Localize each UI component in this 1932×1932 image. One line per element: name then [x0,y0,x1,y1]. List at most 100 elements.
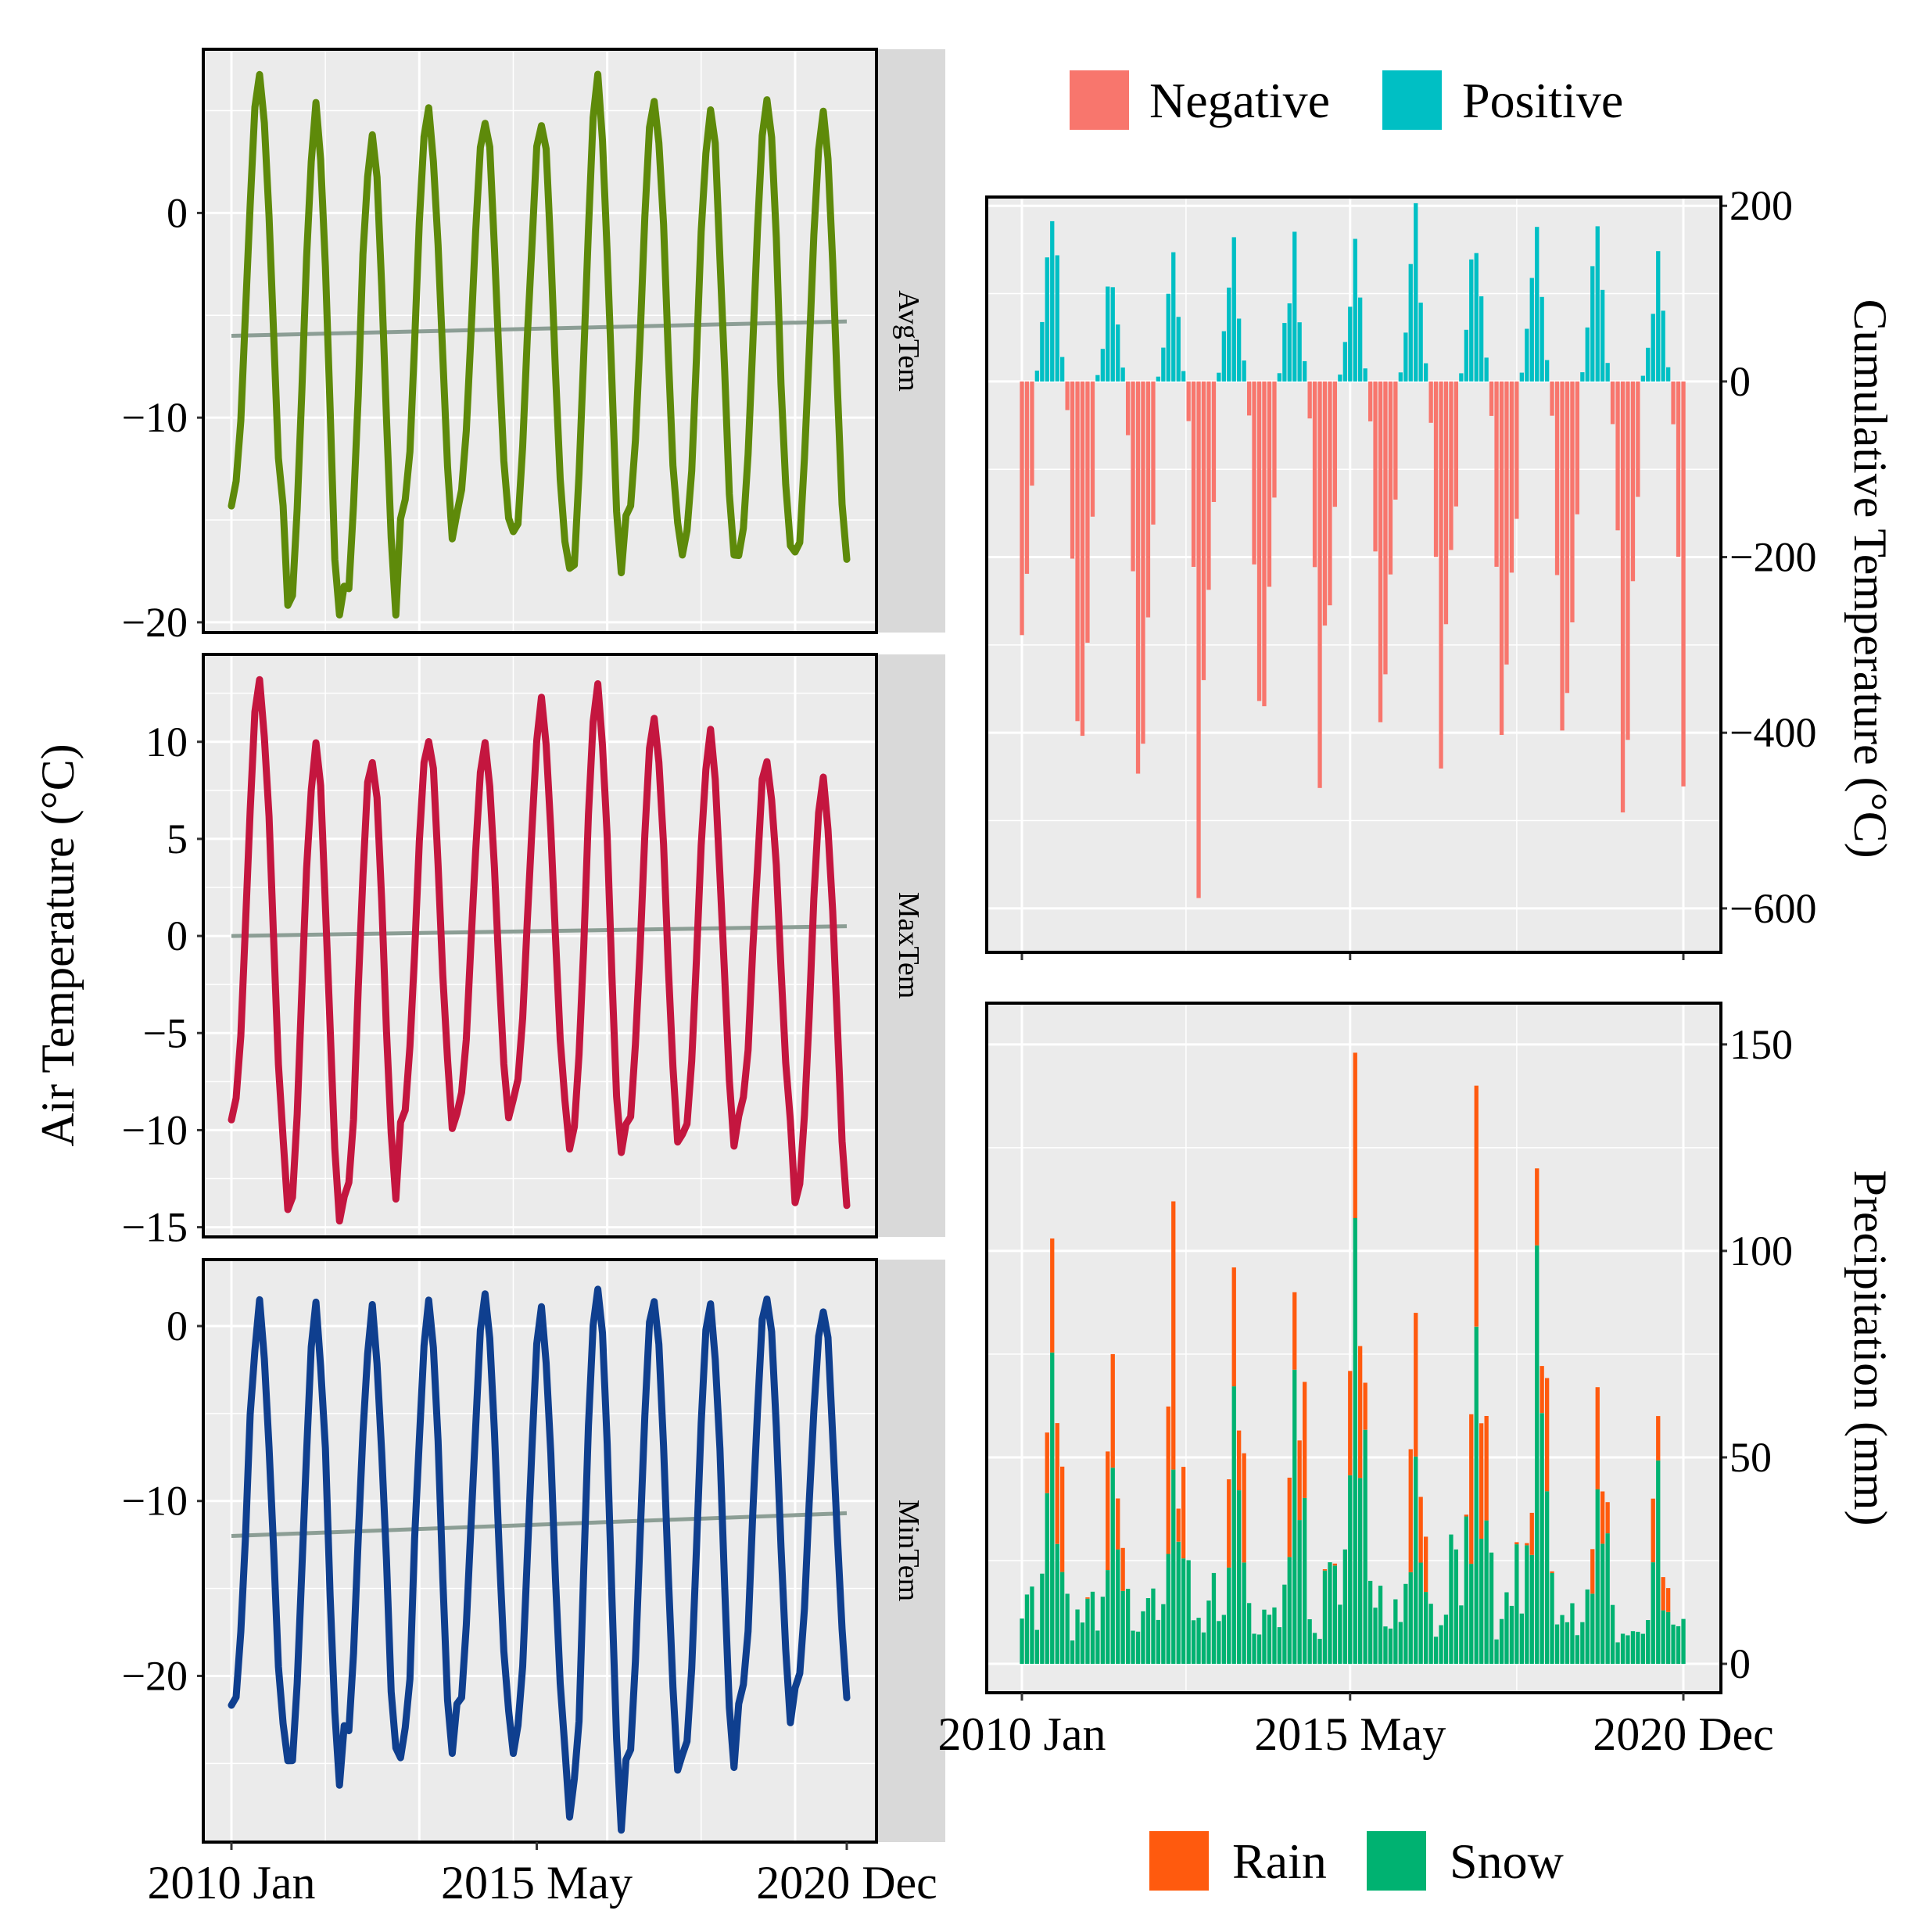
bar-snow [1191,1620,1196,1664]
bar-snow [1656,1460,1661,1664]
bar-positive [1363,368,1367,382]
bar-positive [1398,372,1403,382]
bar-snow [1580,1622,1585,1665]
x-tick-label: 2020 Dec [756,1857,937,1909]
bar-positive [1605,363,1610,382]
bar-snow [1550,1573,1554,1665]
bar-positive [1585,327,1590,382]
legend-precipitation: Rain Snow [1149,1831,1564,1891]
bar-snow [1646,1620,1651,1665]
y-axis-cumulative: 200 0 −200 −400 −600 [1020,182,1816,960]
bar-positive [1040,321,1045,382]
bar-snow [1464,1516,1468,1664]
bar-snow [1676,1626,1681,1665]
bar-negative [1433,381,1439,557]
bar-snow [1065,1593,1070,1664]
bar-negative [1453,381,1458,507]
bar-rain [1525,1543,1529,1546]
bar-negative [1211,381,1217,502]
line-max [228,676,851,1225]
bar-negative [1322,381,1328,626]
bar-snow [1267,1615,1272,1664]
bar-snow [1453,1549,1458,1664]
x-tick-label: 2020 Dec [1593,1708,1774,1760]
bar-positive [1525,328,1529,382]
bar-rain [1479,1423,1484,1539]
bar-rain [1600,1491,1605,1544]
bar-positive [1348,306,1353,382]
bar-snow [1489,1552,1494,1664]
bar-negative [1020,381,1024,636]
bar-snow [1459,1605,1464,1664]
frame-avg [202,48,878,634]
bar-positive [1540,296,1544,382]
x-tick-label: 2015 May [1254,1708,1446,1760]
bar-snow [1060,1572,1065,1664]
bar-rain [1297,1440,1302,1521]
legend-snow-swatch [1367,1831,1426,1891]
bar-negative [1030,381,1034,486]
bar-negative [1131,381,1135,572]
bar-snow [1141,1611,1145,1665]
bar-negative [1610,381,1615,425]
bar-negative [1671,381,1676,425]
bar-rain [1116,1498,1120,1550]
bar-snow [1408,1572,1413,1664]
bar-snow [1398,1622,1403,1664]
bar-snow [1540,1413,1544,1665]
bar-positive [1590,266,1595,382]
bar-snow [1651,1562,1655,1664]
bar-positive [1646,347,1651,382]
y-axis-avg: 0 −10 −20 [122,189,203,646]
bar-positive [1403,332,1408,382]
bar-positive [1045,257,1049,382]
strip-avg [876,49,945,633]
bar-negative [1504,381,1509,665]
bar-positive [1055,255,1059,382]
y-tick-label: 10 [145,719,188,765]
bar-snow [1231,1386,1236,1665]
bar-snow [1640,1633,1645,1665]
bar-snow [1504,1592,1509,1665]
bar-snow [1292,1369,1297,1665]
y-tick-label: −15 [122,1204,188,1251]
bar-snow [1075,1609,1080,1665]
bar-positive [1161,347,1166,382]
bar-snow [1135,1631,1141,1665]
bar-snow [1414,1456,1418,1664]
bar-snow [1529,1554,1534,1664]
y-axis-max: 10 5 0 −5 −10 −15 [122,719,203,1251]
bar-rain [1242,1453,1246,1563]
bar-positive [1535,227,1540,382]
bar-snow [1626,1635,1630,1665]
bar-positive [1666,367,1671,382]
bar-snow [1186,1560,1191,1664]
bar-snow [1034,1629,1039,1664]
bar-snow [1666,1611,1671,1665]
bar-negative [1550,381,1554,416]
bar-positive [1217,372,1221,382]
bar-positive [1237,318,1242,382]
line-avg [228,70,851,619]
bar-snow [1237,1490,1242,1665]
bar-snow [1595,1489,1600,1664]
bar-snow [1383,1626,1388,1664]
bar-positive [1418,303,1423,382]
bar-positive [1358,297,1363,382]
bar-rain [1651,1498,1655,1563]
bar-positive [1600,289,1605,382]
y-tick-label: −600 [1729,885,1816,932]
strip-max [876,654,945,1237]
bar-snow [1181,1558,1186,1664]
bar-snow [1554,1624,1560,1664]
y-tick-label: 0 [167,189,188,236]
bar-snow [1262,1609,1267,1665]
bar-negative [1080,381,1085,737]
bar-rain [1595,1387,1600,1489]
bar-positive [1287,303,1292,382]
bar-negative [1141,381,1145,744]
bar-negative [1383,381,1388,675]
bar-rain [1484,1416,1489,1521]
bar-snow [1560,1615,1565,1664]
bar-negative [1328,381,1332,606]
